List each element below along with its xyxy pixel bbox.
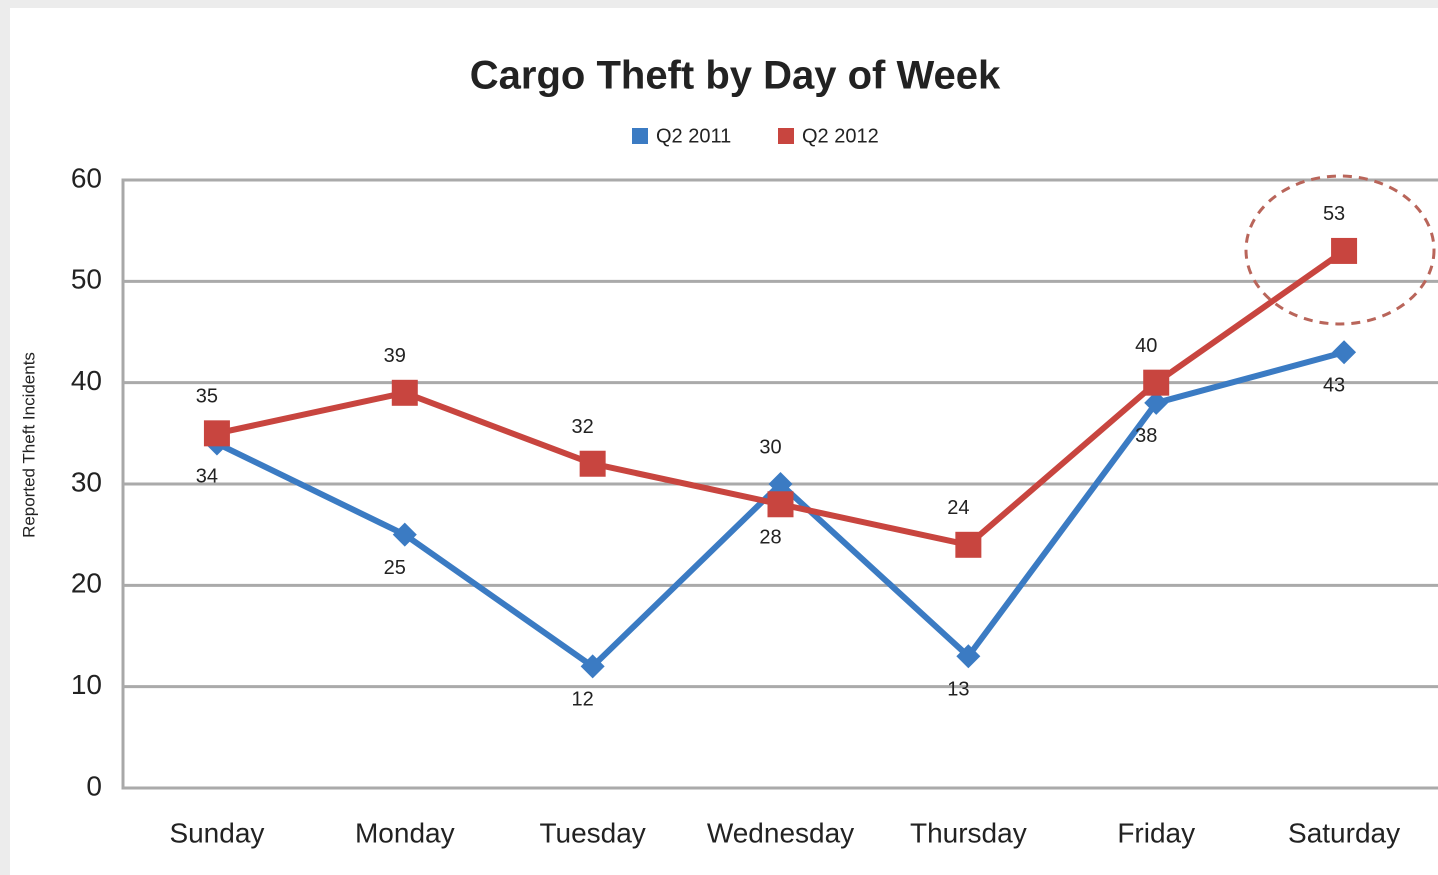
point-marker xyxy=(1143,369,1170,396)
point-marker xyxy=(579,450,606,477)
x-tick-label: Tuesday xyxy=(539,817,645,848)
data-label: 35 xyxy=(196,386,218,408)
data-label: 13 xyxy=(947,679,969,701)
x-tick-label: Sunday xyxy=(169,817,264,848)
point-marker xyxy=(1144,390,1169,415)
chart-title: Cargo Theft by Day of Week xyxy=(470,54,1001,98)
chart-panel xyxy=(10,8,1438,875)
highlight-circle xyxy=(1244,174,1436,326)
x-tick-label: Wednesday xyxy=(707,817,854,848)
data-label: 38 xyxy=(1135,425,1157,447)
point-marker xyxy=(391,379,418,406)
y-tick-label: 50 xyxy=(71,264,102,295)
y-tick-label: 30 xyxy=(71,466,102,497)
x-tick-label: Saturday xyxy=(1288,817,1400,848)
y-axis-label: Reported Theft Incidents xyxy=(19,352,38,538)
x-tick-label: Friday xyxy=(1117,817,1195,848)
point-marker xyxy=(956,644,981,669)
point-marker xyxy=(767,491,794,518)
x-tick-label: Monday xyxy=(355,817,455,848)
legend-label: Q2 2011 xyxy=(656,125,731,147)
point-marker xyxy=(203,420,230,447)
data-label: 28 xyxy=(759,527,781,549)
data-label: 39 xyxy=(384,345,406,367)
legend-label: Q2 2012 xyxy=(802,125,879,147)
y-tick-label: 40 xyxy=(71,365,102,396)
legend-swatch xyxy=(778,128,794,144)
y-tick-label: 0 xyxy=(86,770,102,801)
data-label: 12 xyxy=(572,689,594,711)
point-marker xyxy=(1332,340,1357,365)
y-tick-label: 20 xyxy=(71,568,102,599)
data-label: 32 xyxy=(572,416,594,438)
data-label: 34 xyxy=(196,466,218,488)
data-label: 43 xyxy=(1323,375,1345,397)
point-marker xyxy=(955,531,982,558)
point-marker xyxy=(580,654,605,679)
legend-swatch xyxy=(632,128,648,144)
point-marker xyxy=(1331,237,1358,264)
y-tick-label: 10 xyxy=(71,669,102,700)
plot-area: 0 10 20 30 40 50 60 Sunday Monday Tuesday Wednesda… xyxy=(71,162,1438,848)
data-label: 24 xyxy=(947,497,969,519)
x-tick-label: Thursday xyxy=(910,817,1027,848)
data-label: 53 xyxy=(1323,203,1345,225)
point-marker xyxy=(392,522,417,547)
data-label: 40 xyxy=(1135,335,1157,357)
legend: Q2 2011 Q2 2012 xyxy=(632,125,879,147)
data-label: 25 xyxy=(384,557,406,579)
data-label: 30 xyxy=(759,436,781,458)
point-marker xyxy=(768,472,793,496)
y-tick-label: 60 xyxy=(71,162,102,193)
